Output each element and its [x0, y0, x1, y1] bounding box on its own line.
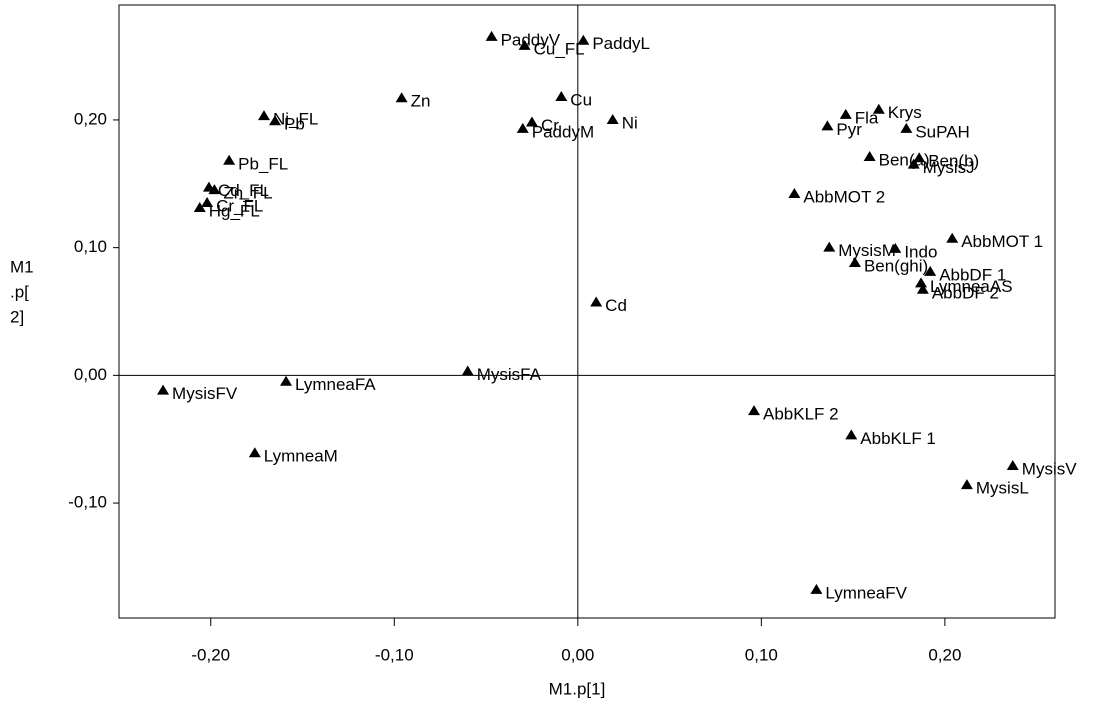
- point: [900, 122, 913, 133]
- point-label: Fla: [855, 108, 879, 127]
- point: [518, 39, 531, 50]
- point-label: PaddyL: [592, 34, 650, 53]
- point: [257, 110, 270, 121]
- point-label: Cd: [605, 296, 627, 315]
- point: [839, 108, 852, 119]
- point-label: MysisFA: [477, 365, 542, 384]
- point-label: AbbMOT 2: [803, 187, 885, 206]
- point: [223, 154, 236, 165]
- point: [208, 184, 221, 195]
- point: [1006, 460, 1019, 471]
- point: [889, 242, 902, 253]
- y-tick-label: 0,20: [74, 109, 107, 128]
- point-label: AbbKLF 1: [860, 429, 936, 448]
- point-label: AbbMOT 1: [961, 232, 1043, 251]
- point: [946, 232, 959, 243]
- x-tick-label: 0,10: [745, 645, 778, 664]
- point-label: AbbDF 2: [932, 283, 999, 302]
- point: [863, 150, 876, 161]
- point-label: Pb_FL: [238, 154, 288, 173]
- point: [485, 30, 498, 41]
- point-label: Hg_FL: [209, 202, 260, 221]
- point-label: LymneaFV: [825, 583, 907, 602]
- point-label: PaddyV: [501, 30, 561, 49]
- point-label: Ben(b): [928, 152, 979, 171]
- y-tick-label: -0,10: [68, 493, 107, 512]
- x-axis-label: M1.p[1]: [549, 679, 606, 698]
- y-tick-label: 0,10: [74, 237, 107, 256]
- point: [577, 34, 590, 45]
- point-label: PaddyM: [532, 122, 594, 141]
- point-label: Zn: [411, 92, 431, 111]
- point: [907, 158, 920, 169]
- y-axis-label: 2]: [10, 307, 24, 326]
- point: [960, 479, 973, 490]
- point-label: SuPAH: [915, 122, 970, 141]
- point: [823, 241, 836, 252]
- plot-frame: [118, 4, 1056, 619]
- point: [590, 296, 603, 307]
- point: [395, 92, 408, 103]
- point-label: Ni_FL: [273, 110, 318, 129]
- point: [248, 447, 261, 458]
- point-label: AbbDF 1: [939, 265, 1006, 284]
- point-label: Zn_FL: [223, 184, 272, 203]
- point-label: Ben(ghi): [864, 256, 928, 275]
- point: [924, 265, 937, 276]
- point: [810, 583, 823, 594]
- point-label: LymneaAS: [930, 277, 1013, 296]
- x-tick-label: -0,20: [191, 645, 230, 664]
- point-label: Cr: [541, 116, 559, 135]
- point-label: MysisV: [1022, 460, 1077, 479]
- point: [845, 429, 858, 440]
- point-label: Cr_FL: [216, 196, 263, 215]
- point: [280, 375, 293, 386]
- point-label: MysisFV: [172, 384, 238, 403]
- point-label: Pb: [284, 115, 305, 134]
- point: [516, 122, 529, 133]
- point: [606, 113, 619, 124]
- point: [555, 90, 568, 101]
- point-label: Krys: [888, 103, 922, 122]
- point: [848, 256, 861, 267]
- point: [872, 103, 885, 114]
- point-label: AbbKLF 2: [763, 405, 839, 424]
- point: [269, 115, 281, 126]
- point: [748, 405, 761, 416]
- point-label: MysisJ: [923, 158, 975, 177]
- x-tick-label: 0,00: [561, 645, 594, 664]
- point-label: Cd_FL: [218, 181, 269, 200]
- point-label: Cu_FL: [534, 39, 585, 58]
- point: [913, 152, 926, 163]
- y-axis-label: .p[: [10, 282, 29, 301]
- point: [157, 384, 170, 395]
- x-tick-label: 0,20: [928, 645, 961, 664]
- point-label: LymneaM: [264, 447, 338, 466]
- point-label: Ni: [622, 113, 638, 132]
- point: [461, 365, 474, 376]
- y-tick-label: 0,00: [74, 365, 107, 384]
- point-label: MysisL: [976, 479, 1029, 498]
- point: [788, 188, 801, 199]
- point-label: LymneaFA: [295, 375, 376, 394]
- point-label: Cu: [570, 90, 592, 109]
- point: [201, 196, 214, 207]
- x-tick-label: -0,10: [375, 645, 414, 664]
- point-label: MysisM: [838, 241, 896, 260]
- y-axis-label: M1: [10, 257, 34, 276]
- point: [821, 120, 834, 131]
- point: [525, 116, 538, 127]
- point: [193, 202, 206, 213]
- point: [916, 283, 929, 294]
- point-label: Pyr: [836, 120, 862, 139]
- point-label: Indo: [904, 242, 937, 261]
- point: [915, 277, 928, 288]
